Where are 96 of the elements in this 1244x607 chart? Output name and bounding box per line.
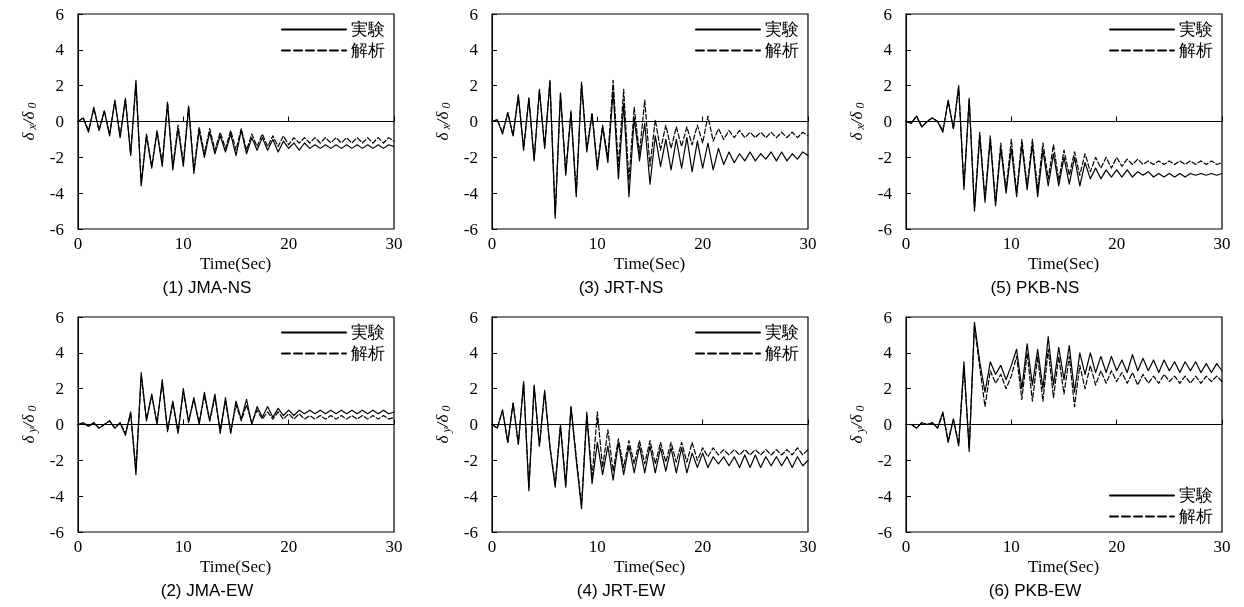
y-tick-label: -2 [49, 147, 64, 167]
legend-label: 解析 [765, 344, 799, 363]
y-tick-label: 0 [55, 415, 64, 434]
x-tick-label: 30 [1213, 234, 1231, 253]
y-axis-title: δx/δ0 [432, 102, 453, 141]
y-tick-label: 6 [469, 4, 478, 24]
y-tick-label: -2 [49, 450, 64, 470]
text: (4) JRT-EW [576, 581, 666, 600]
y-tick-label: 6 [883, 307, 892, 327]
y-tick-label: 2 [883, 76, 892, 96]
y-tick-label: 2 [883, 379, 892, 399]
y-tick-label: 0 [883, 112, 892, 131]
y-tick-label: -6 [49, 522, 64, 542]
y-tick-label: -6 [463, 522, 478, 542]
x-tick-label: 20 [694, 234, 712, 253]
x-axis-title: Time(Sec) [1028, 254, 1100, 273]
x-tick-label: 0 [73, 537, 83, 556]
legend-label: 解析 [1179, 507, 1213, 526]
legend-label: 解析 [351, 41, 385, 60]
y-tick-label: -6 [463, 219, 478, 239]
y-tick-label: 6 [883, 4, 892, 24]
x-tick-label: 10 [174, 234, 192, 253]
x-tick-label: 0 [487, 537, 497, 556]
y-tick-label: 4 [469, 40, 479, 60]
y-tick-label: 0 [469, 415, 478, 434]
x-axis-title: Time(Sec) [614, 254, 686, 273]
y-tick-label: -2 [463, 450, 478, 470]
y-tick-label: 0 [55, 112, 64, 131]
legend-label: 実験 [765, 20, 799, 39]
y-tick-label: 6 [469, 307, 478, 327]
x-tick-label: 0 [901, 234, 911, 253]
y-tick-label: -2 [877, 147, 892, 167]
y-tick-label: -4 [877, 486, 893, 506]
x-tick-label: 30 [385, 234, 403, 253]
legend-label: 実験 [765, 323, 799, 342]
y-tick-label: 6 [55, 4, 64, 24]
x-axis-title: Time(Sec) [200, 254, 272, 273]
y-tick-label: 2 [55, 379, 64, 399]
legend-label: 実験 [351, 323, 385, 342]
y-axis-title: δx/δ0 [846, 102, 867, 141]
x-axis-title: Time(Sec) [1028, 557, 1100, 576]
y-tick-label: -6 [877, 522, 892, 542]
x-tick-label: 30 [385, 537, 403, 556]
legend-label: 実験 [1179, 20, 1213, 39]
y-tick-label: 4 [55, 40, 65, 60]
text: (6) PKB-EW [988, 581, 1082, 600]
y-axis-title: δy/δ0 [846, 405, 867, 444]
x-tick-label: 20 [280, 234, 298, 253]
legend-label: 解析 [765, 41, 799, 60]
y-tick-label: -4 [49, 486, 65, 506]
y-tick-label: -4 [877, 183, 893, 203]
y-tick-label: 2 [469, 76, 478, 96]
x-tick-label: 30 [799, 537, 817, 556]
y-tick-label: 0 [469, 112, 478, 131]
y-tick-label: 0 [883, 415, 892, 434]
text: (1) JMA-NS [162, 278, 252, 297]
y-tick-label: -4 [49, 183, 65, 203]
x-tick-label: 0 [487, 234, 497, 253]
y-axis-title: δy/δ0 [18, 405, 39, 444]
text: (2) JMA-EW [160, 581, 254, 600]
legend-label: 解析 [1179, 41, 1213, 60]
x-tick-label: 10 [588, 537, 606, 556]
x-axis-title: Time(Sec) [614, 557, 686, 576]
x-tick-label: 20 [694, 537, 712, 556]
x-tick-label: 20 [1108, 537, 1126, 556]
x-tick-label: 30 [1213, 537, 1231, 556]
legend-label: 実験 [351, 20, 385, 39]
y-tick-label: 4 [469, 343, 479, 363]
x-tick-label: 10 [1002, 537, 1020, 556]
x-tick-label: 20 [280, 537, 298, 556]
x-tick-label: 20 [1108, 234, 1126, 253]
y-axis-title: δy/δ0 [432, 405, 453, 444]
y-tick-label: 4 [55, 343, 65, 363]
x-axis-title: Time(Sec) [200, 557, 272, 576]
y-axis-title: δx/δ0 [18, 102, 39, 141]
y-tick-label: 4 [883, 40, 893, 60]
x-tick-label: 0 [73, 234, 83, 253]
text: (5) PKB-NS [990, 278, 1080, 297]
y-tick-label: -2 [877, 450, 892, 470]
y-tick-label: 6 [55, 307, 64, 327]
y-tick-label: -6 [49, 219, 64, 239]
y-tick-label: 2 [469, 379, 478, 399]
x-tick-label: 10 [174, 537, 192, 556]
y-tick-label: 2 [55, 76, 64, 96]
x-tick-label: 10 [588, 234, 606, 253]
x-tick-label: 0 [901, 537, 911, 556]
x-tick-label: 30 [799, 234, 817, 253]
y-tick-label: 4 [883, 343, 893, 363]
y-tick-label: -6 [877, 219, 892, 239]
y-tick-label: -2 [463, 147, 478, 167]
y-tick-label: -4 [463, 183, 479, 203]
legend-label: 実験 [1179, 486, 1213, 505]
x-tick-label: 10 [1002, 234, 1020, 253]
y-tick-label: -4 [463, 486, 479, 506]
legend-label: 解析 [351, 344, 385, 363]
text: (3) JRT-NS [578, 278, 664, 297]
